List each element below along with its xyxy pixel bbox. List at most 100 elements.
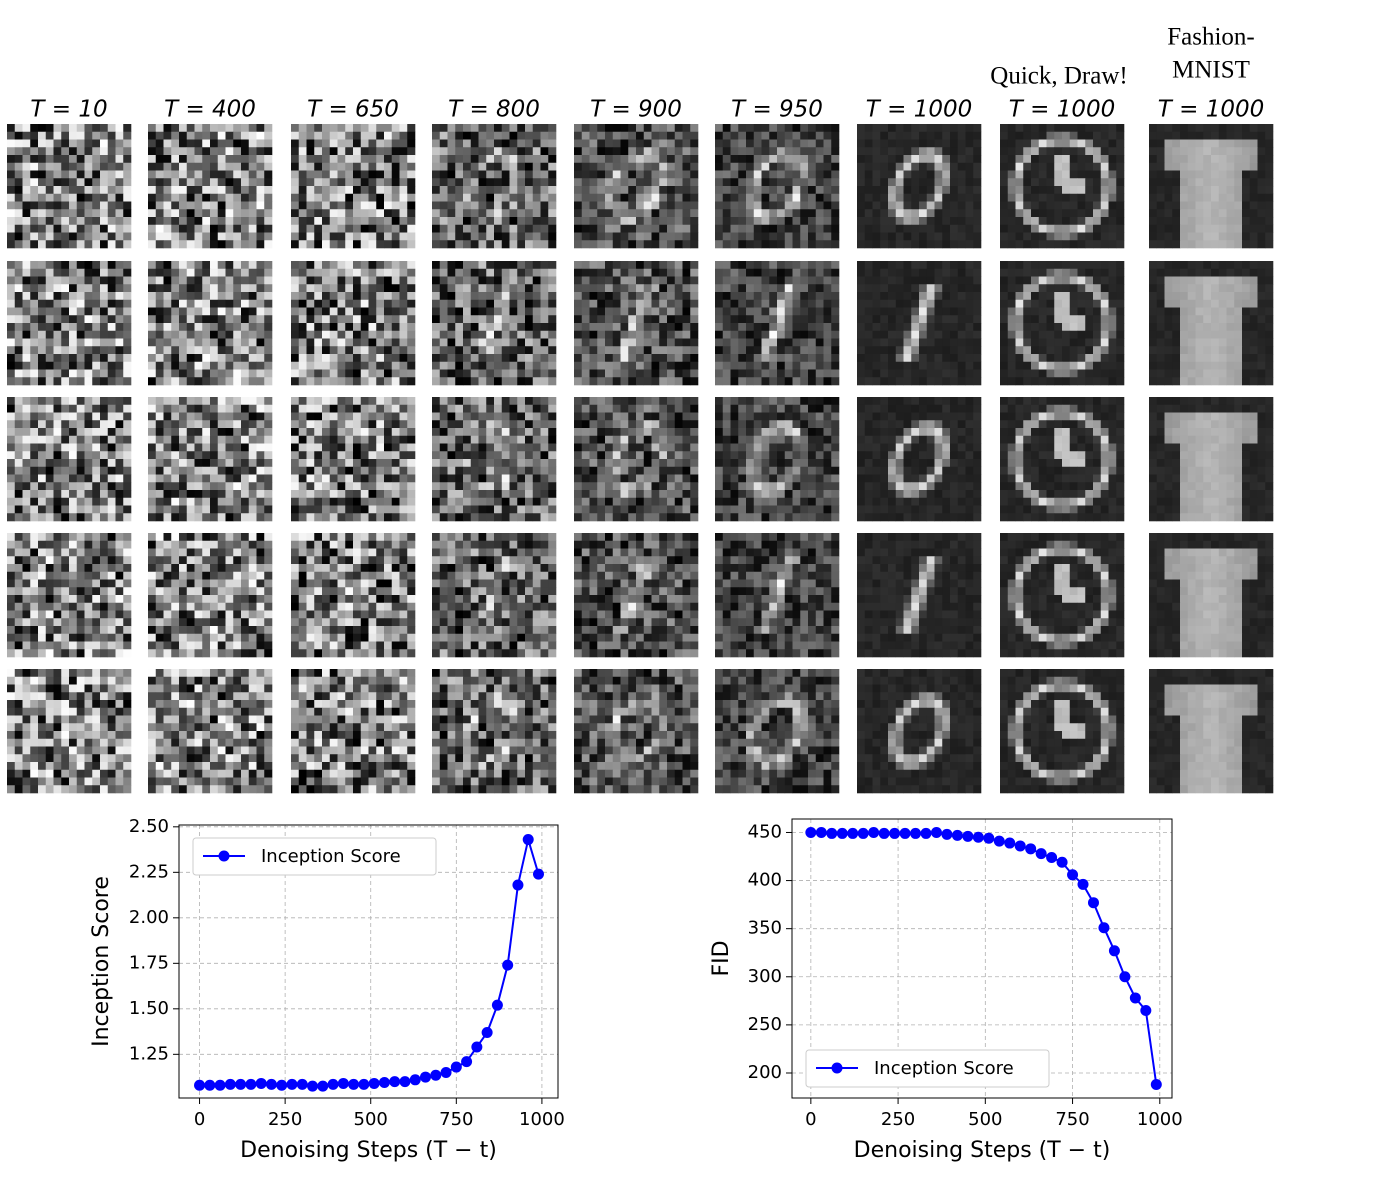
pixel (14, 155, 23, 164)
pixel (7, 626, 16, 635)
pixel (376, 579, 385, 588)
pixel (376, 299, 385, 308)
pixel (329, 420, 338, 429)
pixel (69, 338, 78, 347)
pixel (84, 626, 93, 635)
pixel (202, 610, 211, 619)
pixel (186, 124, 195, 133)
pixel (509, 420, 518, 429)
pixel (163, 162, 172, 171)
pixel (61, 124, 70, 133)
pixel (115, 240, 124, 249)
pixel (115, 162, 124, 171)
pixel (345, 700, 354, 709)
pixel (329, 738, 338, 747)
pixel (298, 587, 307, 596)
pixel (353, 618, 362, 627)
pixel (256, 540, 265, 549)
pixel (447, 155, 456, 164)
pixel (322, 595, 331, 604)
pixel (345, 556, 354, 565)
pixel (407, 715, 416, 724)
pixel (525, 201, 534, 210)
pixel (345, 193, 354, 202)
pixel (61, 649, 70, 658)
pixel (92, 723, 101, 732)
pixel (298, 738, 307, 747)
pixel (69, 451, 78, 460)
pixel (337, 155, 346, 164)
pixel (463, 170, 472, 179)
pixel (256, 548, 265, 557)
pixel (345, 762, 354, 771)
pixel (399, 777, 408, 786)
pixel (470, 361, 479, 370)
pixel (439, 564, 448, 573)
pixel (107, 715, 116, 724)
pixel (38, 276, 47, 285)
pixel (217, 307, 226, 316)
pixel (115, 224, 124, 233)
pixel (353, 669, 362, 678)
pixel (329, 466, 338, 475)
pixel (171, 723, 180, 732)
pixel (179, 633, 188, 642)
pixel (322, 155, 331, 164)
pixel (53, 217, 62, 226)
pixel (494, 641, 503, 650)
pixel (337, 224, 346, 233)
pixel (233, 595, 242, 604)
pixel (486, 354, 495, 363)
pixel (84, 139, 93, 148)
pixel (540, 497, 549, 506)
pixel (148, 777, 157, 786)
pixel (470, 412, 479, 421)
pixel (548, 474, 557, 483)
pixel (329, 377, 338, 386)
pixel (186, 692, 195, 701)
pixel (148, 131, 157, 140)
pixel (455, 676, 464, 685)
pixel (264, 217, 273, 226)
pixel (494, 564, 503, 573)
pixel (455, 193, 464, 202)
pixel (217, 754, 226, 763)
pixel (291, 323, 300, 332)
pixel (486, 540, 495, 549)
pixel (548, 595, 557, 604)
pixel (210, 162, 219, 171)
pixel (115, 497, 124, 506)
pixel (14, 540, 23, 549)
pixel (470, 139, 479, 148)
pixel (353, 193, 362, 202)
pixel (399, 723, 408, 732)
pixel (432, 707, 441, 716)
pixel (463, 715, 472, 724)
pixel (470, 435, 479, 444)
pixel (399, 276, 408, 285)
pixel (264, 571, 273, 580)
pixel (241, 610, 250, 619)
pixel (407, 633, 416, 642)
pixel (532, 299, 541, 308)
pixel (194, 564, 203, 573)
pixel (76, 754, 85, 763)
pixel (470, 564, 479, 573)
pixel (30, 505, 39, 514)
pixel (100, 284, 109, 293)
pixel (38, 139, 47, 148)
pixel (22, 232, 31, 241)
pixel (256, 731, 265, 740)
pixel (115, 564, 124, 573)
pixel (470, 443, 479, 452)
pixel (84, 715, 93, 724)
pixel (171, 466, 180, 475)
pixel (186, 738, 195, 747)
pixel (248, 354, 257, 363)
pixel (517, 513, 526, 522)
pixel (399, 676, 408, 685)
pixel (7, 193, 16, 202)
pixel (123, 131, 132, 140)
pixel (509, 240, 518, 249)
pixel (22, 397, 31, 406)
